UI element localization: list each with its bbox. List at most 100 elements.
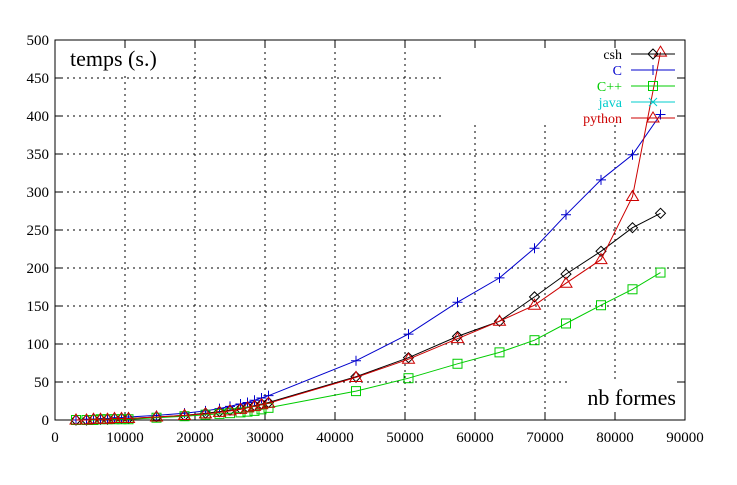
legend-label: C++ [597, 80, 622, 95]
data-point [402, 351, 415, 364]
data-point [655, 267, 666, 278]
series-line [75, 114, 661, 421]
data-point [528, 291, 541, 303]
x-tick-label: 10000 [106, 430, 144, 446]
y-tick-label: 450 [27, 71, 50, 87]
legend-entry: C [613, 64, 675, 79]
data-point [594, 252, 608, 265]
x-axis-label: nb formes [587, 385, 676, 410]
data-point [648, 97, 658, 107]
data-point [596, 300, 606, 311]
legend-entry: csh [603, 48, 675, 63]
x-tick-label: 40000 [316, 430, 354, 446]
data-point [527, 298, 542, 310]
data-point [627, 284, 638, 295]
legend-label: C [613, 64, 622, 79]
data-point [494, 347, 505, 358]
series-cpp [71, 267, 666, 425]
tick-labels: 0 10000 20000 30000 40000 50000 60000 70000 8000… [27, 33, 704, 446]
data-point [177, 408, 192, 420]
data-point [123, 411, 134, 422]
data-point [596, 174, 606, 185]
data-point [349, 370, 363, 382]
data-point [646, 111, 660, 123]
y-tick-label: 150 [27, 299, 50, 315]
y-tick-label: 250 [27, 223, 50, 239]
series-csh [70, 207, 667, 426]
data-point [654, 207, 667, 219]
y-axis-label: temps (s.) [70, 46, 157, 71]
series-line [76, 52, 661, 421]
data-point [401, 352, 416, 364]
data-point [452, 358, 463, 369]
x-tick-label: 30000 [246, 430, 284, 446]
data-point [151, 410, 162, 421]
data-point [69, 413, 83, 425]
legend-entry: java [598, 96, 675, 111]
x-tick-label: 70000 [526, 430, 564, 446]
data-point [351, 386, 361, 397]
data-point [595, 245, 607, 257]
data-point [653, 45, 668, 57]
data-point [627, 149, 638, 160]
data-point [263, 390, 274, 401]
legend-label: csh [603, 48, 622, 63]
x-tick-label: 90000 [666, 430, 704, 446]
data-point [451, 330, 464, 343]
legend-entry: python [583, 111, 675, 127]
data-point [403, 373, 414, 384]
x-tick-label: 60000 [456, 430, 494, 446]
data-point [149, 409, 164, 422]
axis-ticks [54, 39, 686, 421]
data-point [561, 209, 571, 220]
data-point [235, 407, 246, 418]
data-point [559, 276, 573, 288]
data-point [450, 331, 465, 344]
y-tick-label: 350 [27, 147, 50, 163]
legend-label: python [583, 112, 622, 127]
y-tick-label: 500 [27, 33, 50, 49]
series-line [76, 212, 661, 421]
y-tick-label: 200 [27, 261, 50, 277]
series-line [76, 272, 661, 421]
data-point [403, 329, 414, 340]
data-point [225, 401, 235, 412]
data-point [625, 189, 640, 202]
x-tick-label: 50000 [386, 430, 424, 446]
y-tick-label: 300 [27, 185, 50, 201]
data-point [647, 48, 659, 60]
y-tick-label: 100 [27, 337, 50, 353]
data-point [494, 272, 505, 283]
data-point [223, 403, 237, 416]
data-point [351, 355, 361, 366]
data-point [114, 411, 129, 423]
data-point [93, 412, 108, 424]
data-point [261, 396, 276, 408]
x-tick-label: 0 [51, 430, 59, 446]
data-point [626, 222, 639, 234]
data-point [492, 314, 507, 326]
x-tick-label: 80000 [596, 430, 634, 446]
data-point [529, 243, 540, 254]
data-point [107, 411, 122, 423]
data-point [198, 406, 213, 419]
data-point [648, 81, 658, 91]
y-tick-label: 50 [34, 375, 49, 391]
data-point [212, 405, 227, 417]
legend-label: java [598, 96, 623, 111]
legend-entry: C++ [597, 80, 675, 95]
data-point [121, 411, 136, 423]
series-python [69, 45, 668, 425]
data-point [648, 65, 658, 75]
data-point [561, 318, 571, 329]
grid [55, 40, 685, 420]
data-point [560, 268, 572, 280]
x-tick-label: 20000 [176, 430, 214, 446]
data-point [86, 412, 101, 424]
y-tick-label: 0 [42, 413, 50, 429]
data-point [452, 297, 463, 308]
data-point [529, 335, 540, 346]
series [69, 45, 668, 426]
